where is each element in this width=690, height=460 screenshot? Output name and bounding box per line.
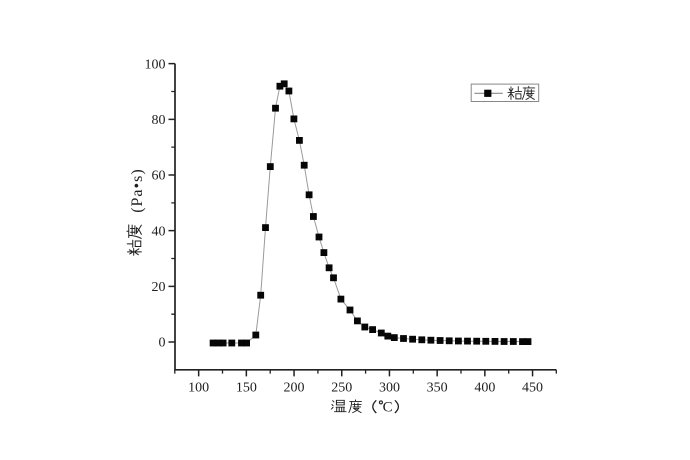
svg-text:450: 450 bbox=[522, 381, 543, 396]
svg-text:200: 200 bbox=[284, 381, 305, 396]
svg-text:150: 150 bbox=[236, 381, 257, 396]
svg-text:20: 20 bbox=[152, 280, 166, 295]
svg-text:C: C bbox=[383, 400, 393, 416]
svg-text:100: 100 bbox=[145, 57, 166, 72]
svg-text:400: 400 bbox=[474, 381, 495, 396]
svg-text:100: 100 bbox=[188, 381, 209, 396]
svg-text:350: 350 bbox=[427, 381, 448, 396]
svg-text:40: 40 bbox=[152, 224, 166, 239]
svg-text:(Pa•s): (Pa•s) bbox=[129, 168, 146, 212]
svg-text:60: 60 bbox=[152, 169, 166, 184]
svg-text:300: 300 bbox=[379, 381, 400, 396]
svg-text:250: 250 bbox=[331, 381, 352, 396]
svg-text:0: 0 bbox=[159, 336, 166, 351]
svg-text:80: 80 bbox=[152, 113, 166, 128]
